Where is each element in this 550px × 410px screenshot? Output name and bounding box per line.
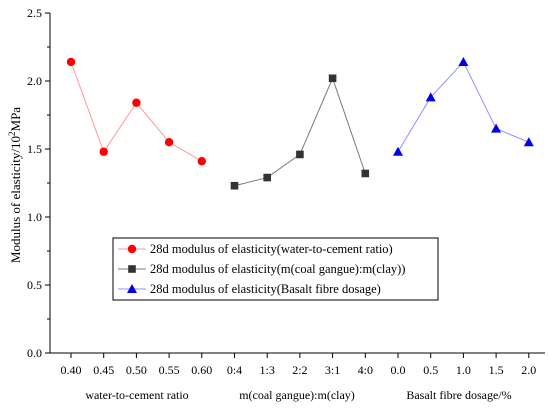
plot-area: 0.0 0.5 1.0 1.5 2.0 2.5 0.40 0.45 0.50 0.55 0.60wa…	[27, 6, 545, 402]
data-point	[127, 244, 137, 254]
data-point	[263, 173, 271, 182]
legend-label: 28d modulus of elasticity(m(coal gangue)…	[150, 262, 405, 276]
y-axis-label-text: Modulus of elasticity/10	[8, 136, 23, 263]
y-tick-label: 1.0	[27, 210, 42, 224]
x-tick-label: 0.50	[126, 363, 147, 377]
data-point	[458, 56, 469, 66]
x-tick-label: 0.45	[93, 363, 114, 377]
x-axis-label: m(coal gangue):m(clay)	[239, 388, 355, 402]
x-tick-label: 3:1	[325, 363, 340, 377]
data-point	[132, 98, 141, 107]
x-tick-label: 1.5	[489, 363, 504, 377]
legend-box	[112, 237, 439, 301]
data-point	[230, 181, 239, 190]
data-point	[425, 92, 436, 102]
legend-label: 28d modulus of elasticity(water-to-cemen…	[150, 242, 393, 256]
data-point	[164, 138, 174, 147]
data-point	[296, 150, 304, 159]
x-tick-label: 0.0	[391, 363, 406, 377]
data-point	[523, 137, 534, 147]
x-tick-label: 0:4	[227, 363, 242, 377]
y-axis-label-unit: MPa	[8, 107, 23, 132]
legend-label: 28d modulus of elasticity(Basalt fibre d…	[150, 282, 381, 296]
data-point	[328, 74, 337, 83]
y-tick-label: 1.5	[27, 142, 42, 156]
x-tick-label: 0.5	[423, 363, 438, 377]
data-point	[361, 169, 370, 178]
y-axis-label: Modulus of elasticity/102MPa	[7, 107, 23, 263]
x-tick-label: 2.0	[521, 363, 536, 377]
data-point	[197, 157, 206, 166]
x-tick-label: 0.55	[159, 363, 180, 377]
data-point	[127, 284, 137, 293]
x-axis-label: water-to-cement ratio	[85, 388, 188, 402]
y-axis-label-superscript: 2	[7, 131, 17, 136]
data-point	[393, 146, 403, 156]
y-tick-label: 0.0	[27, 346, 42, 360]
x-tick-label: 2:2	[292, 363, 307, 377]
data-point	[491, 123, 502, 133]
legend: 28d modulus of elasticity(water-to-cemen…	[112, 237, 439, 301]
x-tick-label: 1.0	[456, 363, 471, 377]
x-tick-label: 0.40	[61, 363, 82, 377]
x-tick-label: 0.60	[191, 363, 212, 377]
data-point	[66, 57, 76, 67]
x-tick-label: 4:0	[358, 363, 373, 377]
data-point	[128, 265, 136, 273]
y-tick-label: 2.0	[27, 74, 42, 88]
y-tick-label: 2.5	[27, 6, 42, 20]
data-point	[99, 147, 108, 156]
y-tick-label: 0.5	[27, 278, 42, 292]
x-tick-label: 1:3	[260, 363, 275, 377]
x-axis-label: Basalt fibre dosage/%	[406, 388, 511, 402]
